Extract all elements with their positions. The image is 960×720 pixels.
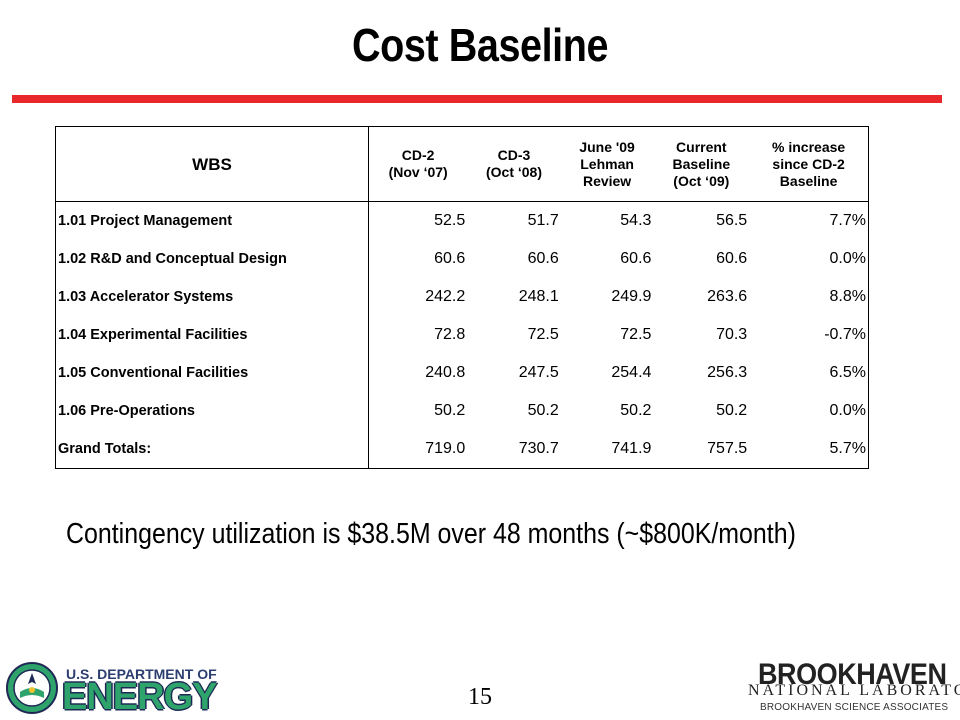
cell-cd2: 50.2 xyxy=(434,402,466,419)
column-header-lehman: June '09 Lehman Review xyxy=(560,126,654,202)
row-label: 1.04 Experimental Facilities xyxy=(55,316,369,354)
cell-increase: 0.0% xyxy=(829,402,866,419)
cell-increase: 5.7% xyxy=(829,440,866,457)
column-header-lehman-line3: Review xyxy=(582,172,632,189)
table-row: 1.03 Accelerator Systems 242.2 248.1 249… xyxy=(55,278,869,316)
cell-lehman: 72.5 xyxy=(620,326,652,343)
cell-cd3: 730.7 xyxy=(518,440,559,457)
cell-cd3: 60.6 xyxy=(527,250,559,267)
column-header-current: Current Baseline (Oct ‘09) xyxy=(653,126,750,202)
doe-logo: U.S. DEPARTMENT OF ENERGY xyxy=(6,662,226,718)
cell-current: 60.6 xyxy=(716,250,748,267)
table-row: 1.04 Experimental Facilities 72.8 72.5 7… xyxy=(55,316,869,354)
row-label: 1.02 R&D and Conceptual Design xyxy=(55,240,369,278)
row-label: 1.03 Accelerator Systems xyxy=(55,278,369,316)
column-header-cd2: CD-2 (Nov ‘07) xyxy=(368,126,468,202)
slide-title: Cost Baseline xyxy=(351,19,609,71)
cell-cd3: 72.5 xyxy=(527,326,559,343)
cell-cd2: 52.5 xyxy=(434,212,466,229)
doe-department-text: U.S. DEPARTMENT OF xyxy=(66,666,217,682)
column-header-increase-line1: % increase xyxy=(772,138,846,155)
cell-current: 70.3 xyxy=(716,326,748,343)
cell-lehman: 249.9 xyxy=(611,288,652,305)
cell-cd2: 242.2 xyxy=(425,288,466,305)
column-header-cd2-line2: (Nov ‘07) xyxy=(388,164,448,180)
column-header-cd2-line1: CD-2 xyxy=(401,147,435,163)
cell-current: 256.3 xyxy=(707,364,748,381)
cell-increase: 8.8% xyxy=(829,288,866,305)
table-row: 1.05 Conventional Facilities 240.8 247.5… xyxy=(55,354,869,392)
row-label: Grand Totals: xyxy=(55,430,369,469)
cost-baseline-table: WBS CD-2 (Nov ‘07) CD-3 (Oct ‘08) June '… xyxy=(55,126,869,469)
column-header-lehman-line1: June '09 xyxy=(579,138,635,155)
row-label: 1.06 Pre-Operations xyxy=(55,392,369,430)
column-header-wbs: WBS xyxy=(55,126,369,202)
column-header-increase-line2: since CD-2 xyxy=(772,155,845,172)
cell-cd3: 50.2 xyxy=(527,402,559,419)
brookhaven-science-associates-text: BROOKHAVEN SCIENCE ASSOCIATES xyxy=(760,702,949,713)
column-header-increase: % increase since CD-2 Baseline xyxy=(749,126,869,202)
doe-energy-wordmark: ENERGY xyxy=(62,676,217,718)
cell-cd2: 240.8 xyxy=(425,364,466,381)
cell-current: 757.5 xyxy=(707,440,748,457)
national-laboratory-text: NATIONAL LABORATORY xyxy=(748,682,960,699)
cell-current: 50.2 xyxy=(716,402,748,419)
table-header-row: WBS CD-2 (Nov ‘07) CD-3 (Oct ‘08) June '… xyxy=(55,126,869,202)
cell-lehman: 254.4 xyxy=(611,364,652,381)
doe-seal-icon xyxy=(6,662,58,714)
cell-lehman: 54.3 xyxy=(620,212,652,229)
contingency-note: Contingency utilization is $38.5M over 4… xyxy=(66,518,796,550)
table-row: 1.01 Project Management 52.5 51.7 54.3 5… xyxy=(55,201,869,240)
column-header-cd3-line2: (Oct ‘08) xyxy=(485,164,542,180)
table-row: 1.02 R&D and Conceptual Design 60.6 60.6… xyxy=(55,240,869,278)
brookhaven-wordmark: BROOKHAVEN xyxy=(758,658,947,691)
row-label: 1.05 Conventional Facilities xyxy=(55,354,369,392)
column-header-lehman-line2: Lehman xyxy=(580,155,634,172)
page-number: 15 xyxy=(468,684,492,710)
cell-cd2: 719.0 xyxy=(425,440,466,457)
title-underline-bar xyxy=(12,95,942,103)
table-row-totals: Grand Totals: 719.0 730.7 741.9 757.5 5.… xyxy=(55,430,869,469)
column-header-increase-line3: Baseline xyxy=(779,172,838,189)
cell-cd3: 247.5 xyxy=(518,364,559,381)
column-header-cd3-line1: CD-3 xyxy=(497,147,531,163)
table-row: 1.06 Pre-Operations 50.2 50.2 50.2 50.2 … xyxy=(55,392,869,430)
column-header-cd3: CD-3 (Oct ‘08) xyxy=(467,126,561,202)
cell-increase: 7.7% xyxy=(829,212,866,229)
brookhaven-logo: BROOKHAVEN NATIONAL LABORATORY BROOKHAVE… xyxy=(742,658,960,720)
cell-cd2: 60.6 xyxy=(434,250,466,267)
cell-increase: 6.5% xyxy=(829,364,866,381)
cell-cd3: 51.7 xyxy=(527,212,559,229)
cell-cd3: 248.1 xyxy=(518,288,559,305)
column-header-current-line2: Baseline xyxy=(672,155,731,172)
cell-lehman: 60.6 xyxy=(620,250,652,267)
row-label: 1.01 Project Management xyxy=(55,201,369,240)
cell-cd2: 72.8 xyxy=(434,326,466,343)
cell-current: 56.5 xyxy=(716,212,748,229)
column-header-current-line3: (Oct ‘09) xyxy=(673,172,730,189)
cell-lehman: 741.9 xyxy=(611,440,652,457)
cell-current: 263.6 xyxy=(707,288,748,305)
cell-lehman: 50.2 xyxy=(620,402,652,419)
column-header-current-line1: Current xyxy=(676,138,727,155)
cell-increase: 0.0% xyxy=(829,250,866,267)
cell-increase: -0.7% xyxy=(824,326,866,343)
